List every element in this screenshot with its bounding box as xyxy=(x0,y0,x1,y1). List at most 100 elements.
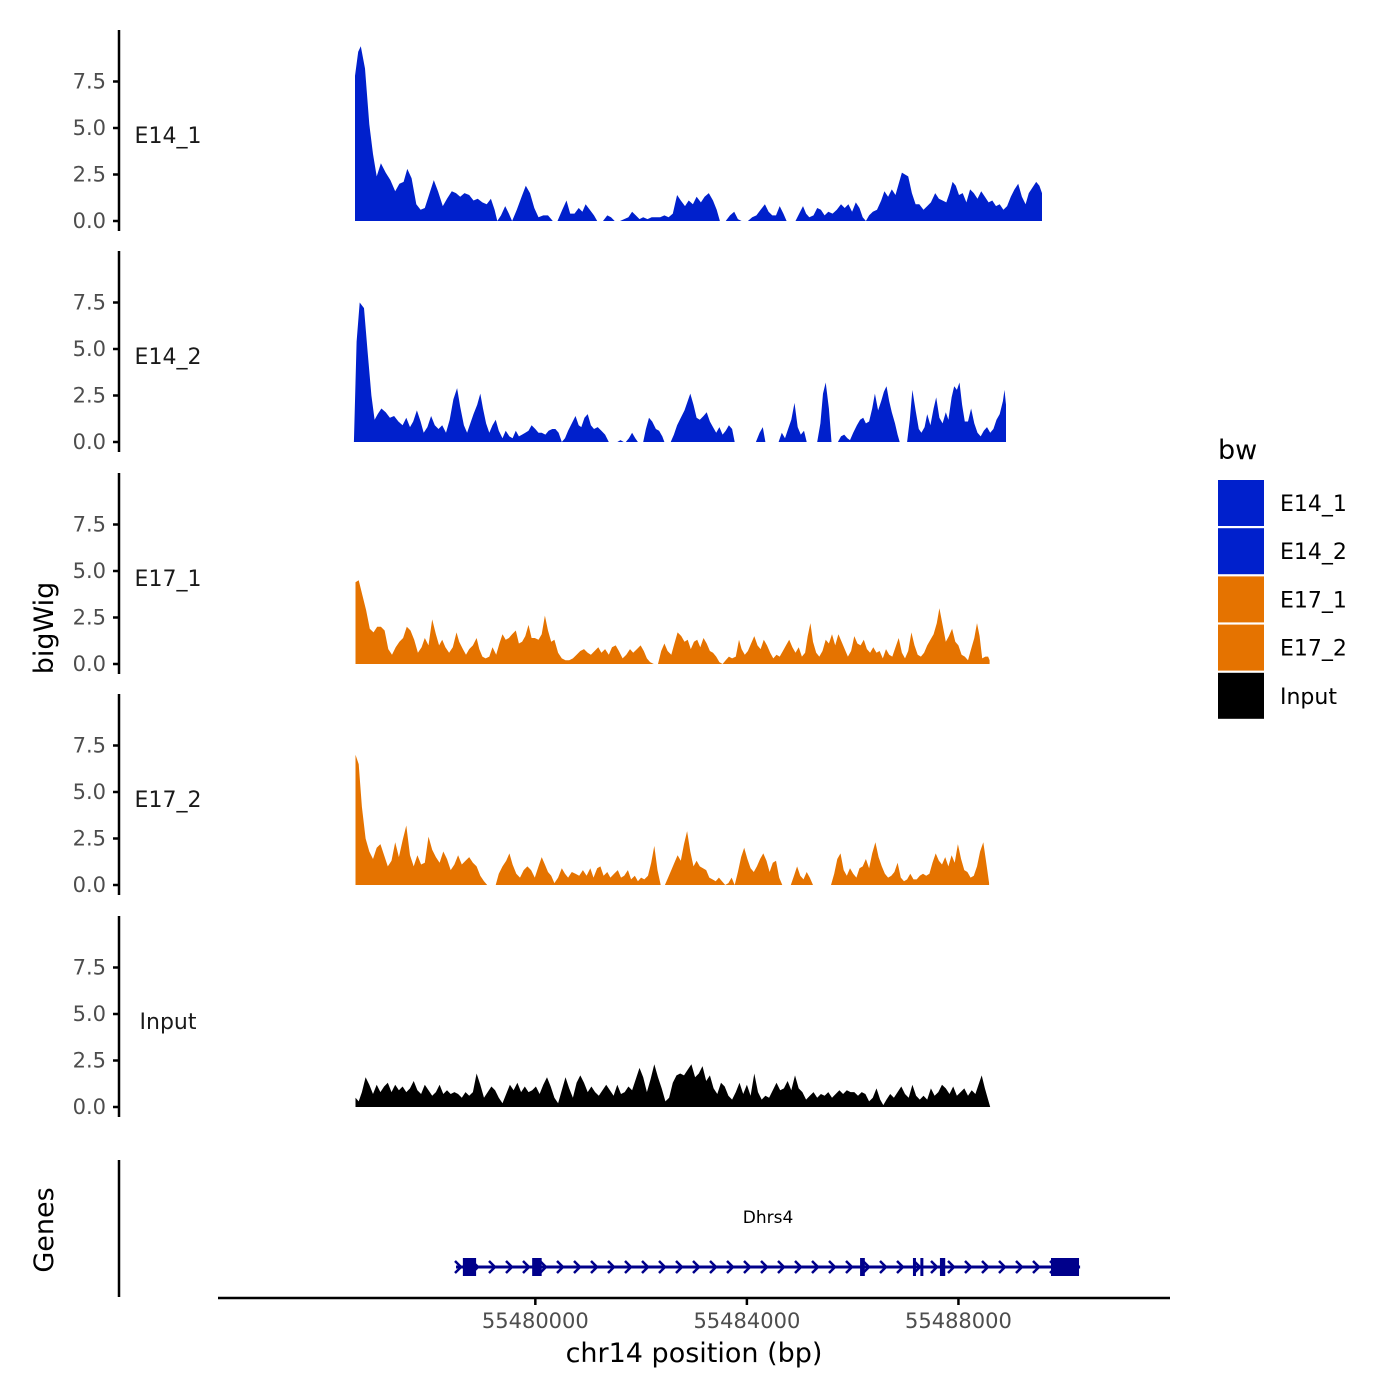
strand-arrow xyxy=(692,1260,701,1274)
strand-arrow xyxy=(896,1260,905,1274)
legend-entry-input: Input xyxy=(1218,672,1337,719)
strand-arrow xyxy=(947,1260,956,1274)
strand-arrow xyxy=(505,1260,514,1274)
legend-entry-e14_2: E14_2 xyxy=(1218,528,1347,575)
strand-arrow xyxy=(709,1260,718,1274)
track-label: Input xyxy=(140,1010,197,1035)
track-input: 0.0 2.5 5.0 7.5 Input xyxy=(73,916,991,1119)
legend-entry-e14_1: E14_1 xyxy=(1218,480,1347,526)
y-axis-title: bigWig xyxy=(29,582,60,675)
legend-swatch xyxy=(1218,480,1264,526)
strand-arrow xyxy=(454,1260,463,1274)
y-tick-label: 5.0 xyxy=(73,559,106,583)
strand-arrow xyxy=(556,1260,565,1274)
track-e14_2: 0.0 2.5 5.0 7.5 E14_2 xyxy=(73,251,1006,454)
legend-title: bw xyxy=(1218,435,1257,466)
coverage-area-e14_1 xyxy=(355,46,1042,222)
legend-swatch xyxy=(1218,624,1264,671)
x-axis-title: chr14 position (bp) xyxy=(566,1338,823,1369)
legend-label: E14_1 xyxy=(1280,492,1347,517)
track-label: E14_2 xyxy=(135,345,202,370)
gene-exon xyxy=(860,1258,865,1276)
y-tick-label: 0.0 xyxy=(73,652,106,676)
y-tick-label: 7.5 xyxy=(73,734,106,758)
gene-exon xyxy=(920,1258,924,1276)
track-label: E14_1 xyxy=(135,124,202,149)
legend: bw E14_1 E14_2 E17_1 E17_2 Input xyxy=(1218,435,1347,719)
strand-arrow xyxy=(811,1260,820,1274)
y-tick-label: 0.0 xyxy=(73,209,106,233)
strand-arrow xyxy=(675,1260,684,1274)
legend-swatch xyxy=(1218,528,1264,575)
strand-arrow xyxy=(522,1260,531,1274)
strand-arrow xyxy=(981,1260,990,1274)
y-tick-label: 0.0 xyxy=(73,1095,106,1119)
y-tick-label: 7.5 xyxy=(73,291,106,315)
strand-arrow xyxy=(930,1260,939,1274)
coverage-area-e14_2 xyxy=(353,302,1006,442)
gene-panel-title: Genes xyxy=(29,1187,60,1272)
gene-name-label: Dhrs4 xyxy=(743,1208,794,1228)
gene-exon xyxy=(939,1258,946,1276)
y-tick-label: 5.0 xyxy=(73,337,106,361)
y-tick-label: 2.5 xyxy=(73,827,106,851)
gene-exon xyxy=(1051,1258,1080,1276)
track-e17_2: 0.0 2.5 5.0 7.5 E17_2 xyxy=(73,694,990,897)
strand-arrow xyxy=(777,1260,786,1274)
strand-arrow xyxy=(641,1260,650,1274)
x-tick-label: 55480000 xyxy=(482,1309,589,1333)
strand-arrow xyxy=(794,1260,803,1274)
strand-arrow xyxy=(845,1260,854,1274)
track-label: E17_1 xyxy=(135,567,202,592)
strand-arrow xyxy=(1015,1260,1024,1274)
y-tick-label: 5.0 xyxy=(73,780,106,804)
strand-arrow xyxy=(726,1260,735,1274)
strand-arrow xyxy=(828,1260,837,1274)
y-tick-label: 2.5 xyxy=(73,384,106,408)
y-tick-label: 2.5 xyxy=(73,606,106,630)
legend-label: E14_2 xyxy=(1280,540,1347,565)
y-tick-label: 0.0 xyxy=(73,430,106,454)
strand-arrow xyxy=(624,1260,633,1274)
coverage-area-e17_1 xyxy=(355,580,990,664)
y-tick-label: 0.0 xyxy=(73,873,106,897)
strand-arrow xyxy=(913,1260,922,1274)
y-tick-label: 2.5 xyxy=(73,163,106,187)
gene-exon xyxy=(532,1258,542,1276)
strand-arrow xyxy=(590,1260,599,1274)
y-tick-label: 2.5 xyxy=(73,1049,106,1073)
legend-entry-e17_2: E17_2 xyxy=(1218,624,1347,671)
strand-arrow xyxy=(573,1260,582,1274)
track-label: E17_2 xyxy=(135,788,202,813)
strand-arrow xyxy=(539,1260,548,1274)
x-axis: 55480000 55484000 55488000 xyxy=(218,1296,1170,1333)
strand-arrow xyxy=(998,1260,1007,1274)
legend-label: Input xyxy=(1280,685,1337,710)
y-tick-label: 7.5 xyxy=(73,513,106,537)
strand-arrow xyxy=(488,1260,497,1274)
y-tick-label: 5.0 xyxy=(73,116,106,140)
strand-arrow xyxy=(658,1260,667,1274)
strand-arrow xyxy=(862,1260,871,1274)
gene-model-dhrs4: Dhrs4 xyxy=(454,1208,1081,1276)
x-tick-label: 55484000 xyxy=(693,1309,800,1333)
track-e17_1: 0.0 2.5 5.0 7.5 E17_1 xyxy=(73,473,990,676)
legend-label: E17_2 xyxy=(1280,637,1347,662)
strand-arrow xyxy=(607,1260,616,1274)
coverage-area-e17_2 xyxy=(355,754,990,885)
legend-entry-e17_1: E17_1 xyxy=(1218,576,1347,623)
strand-arrow xyxy=(879,1260,888,1274)
y-tick-label: 5.0 xyxy=(73,1002,106,1026)
strand-arrow xyxy=(1032,1260,1041,1274)
legend-swatch xyxy=(1218,672,1264,719)
tracks-layer: 0.0 2.5 5.0 7.5 E14_1 0.0 2.5 5.0 7.5 E14_2 0.0 2.5… xyxy=(73,30,1042,1119)
gene-panel: Dhrs4 xyxy=(117,1160,1081,1297)
strand-arrow xyxy=(760,1260,769,1274)
track-e14_1: 0.0 2.5 5.0 7.5 E14_1 xyxy=(73,30,1042,233)
y-tick-label: 7.5 xyxy=(73,956,106,980)
gene-exon xyxy=(462,1258,477,1276)
x-tick-label: 55488000 xyxy=(905,1309,1012,1333)
strand-arrow xyxy=(743,1260,752,1274)
y-tick-label: 7.5 xyxy=(73,70,106,94)
